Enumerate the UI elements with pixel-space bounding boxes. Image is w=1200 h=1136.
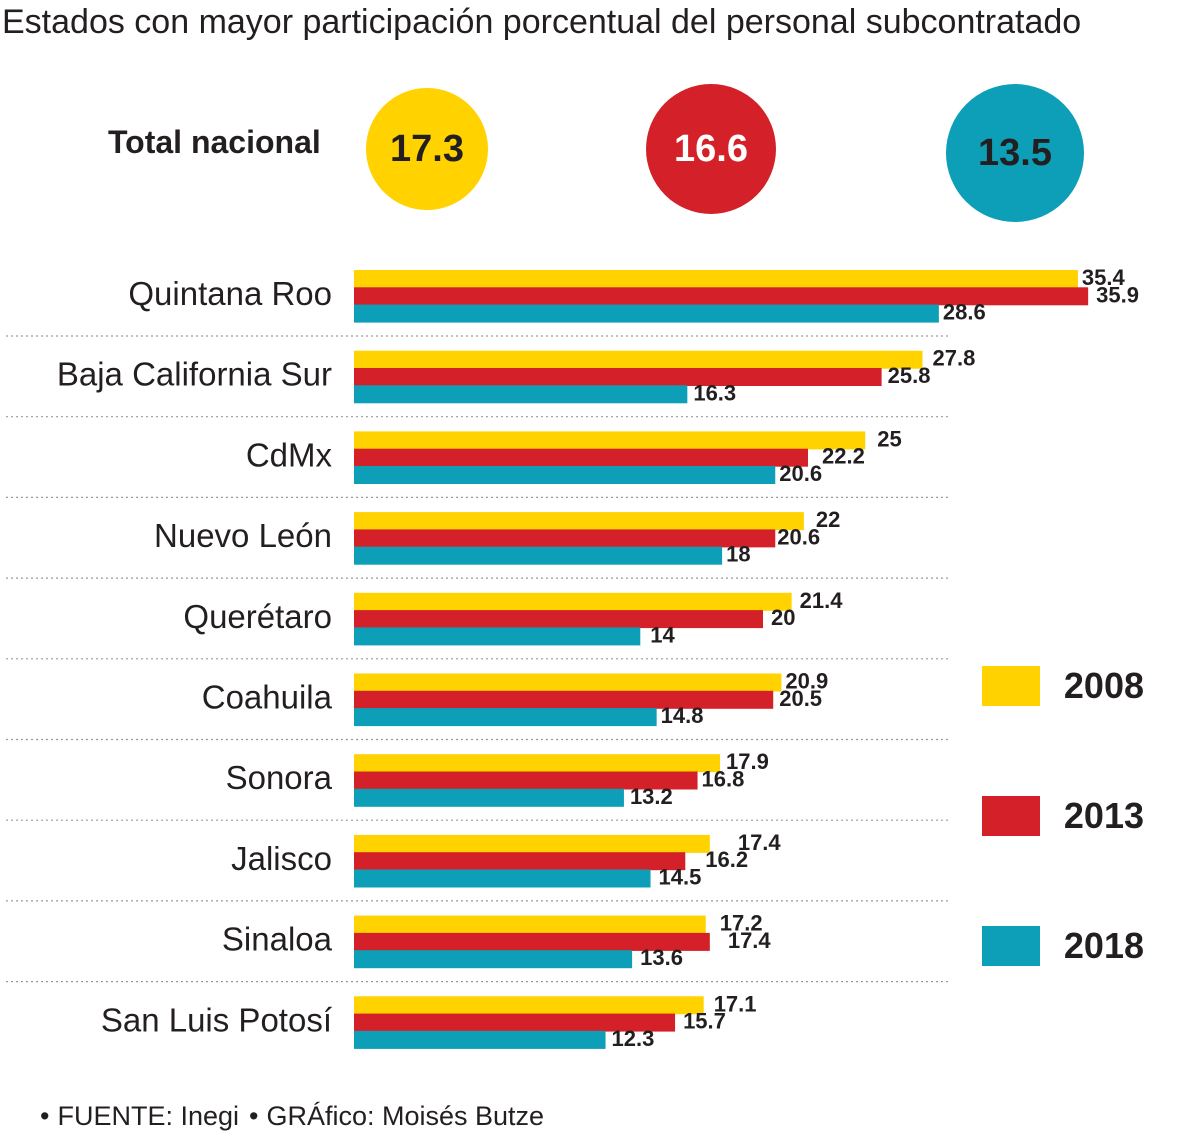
legend-label-2018: 2018: [1064, 925, 1144, 966]
data-label-baja-california-sur-2008: 27.8: [933, 346, 976, 371]
credit-text: GRÁfico: Moisés Butze: [266, 1101, 545, 1131]
data-label-cdmx-2018: 20.6: [779, 461, 822, 486]
data-label-coahuila-2008: 20.9: [785, 669, 828, 694]
bar-nuevo-leon-2013: [354, 529, 776, 548]
bar-queretaro-2013: [354, 610, 763, 629]
bar-baja-california-sur-2013: [354, 368, 882, 386]
data-label-san-luis-potosi-2018: 12.3: [612, 1026, 655, 1051]
total-2013-circle: 16.6: [646, 84, 776, 214]
bar-san-luis-potosi-2008: [354, 996, 704, 1015]
bullet-2: •: [249, 1101, 259, 1131]
data-label-queretaro-2008: 21.4: [800, 588, 844, 613]
data-label-sonora-2018: 13.2: [630, 784, 673, 809]
category-label-baja-california-sur: Baja California Sur: [57, 356, 332, 393]
legend-swatch-2018: [982, 926, 1040, 966]
category-label-quintana-roo: Quintana Roo: [128, 275, 332, 312]
data-label-jalisco-2008: 17.4: [738, 830, 782, 855]
bar-queretaro-2018: [354, 627, 641, 646]
data-label-nuevo-leon-2008: 22: [816, 507, 840, 532]
bar-cdmx-2018: [354, 466, 776, 484]
data-label-baja-california-sur-2018: 16.3: [693, 380, 736, 405]
bar-cdmx-2013: [354, 448, 808, 467]
bar-coahuila-2018: [354, 708, 657, 727]
category-label-cdmx: CdMx: [246, 436, 333, 473]
legend-label-2013: 2013: [1064, 795, 1144, 836]
source-text: FUENTE: Inegi: [57, 1101, 240, 1131]
category-label-san-luis-potosi: San Luis Potosí: [101, 1001, 332, 1038]
bar-nuevo-leon-2008: [354, 512, 804, 531]
data-label-san-luis-potosi-2013: 15.7: [683, 1009, 726, 1034]
totals-label: Total nacional: [108, 124, 321, 160]
category-label-sonora: Sonora: [226, 759, 333, 796]
total-2018-value: 13.5: [978, 131, 1052, 174]
chart-title: Estados con mayor participación porcentu…: [2, 3, 1082, 41]
bar-sonora-2018: [354, 788, 624, 807]
total-2008-value: 17.3: [390, 127, 464, 170]
data-label-sinaloa-2008: 17.2: [720, 911, 763, 936]
data-label-baja-california-sur-2013: 25.8: [888, 363, 931, 388]
legend-swatch-2013: [982, 796, 1040, 836]
total-2013-value: 16.6: [674, 127, 748, 170]
bullet-1: •: [40, 1101, 50, 1131]
bar-sonora-2013: [354, 771, 698, 790]
bar-jalisco-2013: [354, 852, 686, 871]
bar-coahuila-2013: [354, 690, 774, 709]
bar-nuevo-leon-2018: [354, 546, 723, 565]
total-2008-circle: 17.3: [366, 88, 488, 210]
bar-cdmx-2008: [354, 431, 866, 450]
bar-san-luis-potosi-2018: [354, 1030, 606, 1049]
bar-queretaro-2008: [354, 592, 792, 611]
legend-swatch-2008: [982, 666, 1040, 706]
category-label-coahuila: Coahuila: [202, 679, 333, 716]
bar-sinaloa-2013: [354, 932, 710, 951]
bar-baja-california-sur-2018: [354, 385, 688, 404]
data-label-cdmx-2008: 25: [877, 426, 901, 451]
data-label-sinaloa-2013: 17.4: [728, 928, 772, 953]
data-label-sonora-2013: 16.8: [702, 767, 745, 792]
data-label-sinaloa-2018: 13.6: [640, 945, 683, 970]
bar-quintana-roo-2013: [354, 287, 1089, 306]
bar-jalisco-2018: [354, 869, 651, 888]
source-line: • FUENTE: Inegi • GRÁfico: Moisés Butze: [40, 1098, 544, 1134]
data-label-coahuila-2018: 14.8: [661, 703, 704, 728]
category-label-sinaloa: Sinaloa: [222, 921, 333, 958]
data-label-quintana-roo-2008: 35.4: [1082, 265, 1126, 290]
data-label-sonora-2008: 17.9: [726, 749, 769, 774]
bar-sonora-2008: [354, 754, 721, 773]
bar-sinaloa-2008: [354, 915, 706, 934]
category-label-queretaro: Querétaro: [183, 598, 332, 635]
bar-quintana-roo-2018: [354, 304, 939, 323]
data-label-nuevo-leon-2013: 20.6: [777, 524, 820, 549]
data-label-coahuila-2013: 20.5: [779, 686, 822, 711]
data-label-jalisco-2018: 14.5: [659, 865, 702, 890]
data-label-queretaro-2013: 20: [771, 605, 795, 630]
total-2018-circle: 13.5: [946, 84, 1084, 222]
bar-quintana-roo-2008: [354, 270, 1078, 288]
category-label-nuevo-leon: Nuevo León: [154, 517, 332, 554]
data-label-quintana-roo-2013: 35.9: [1096, 282, 1139, 307]
bar-coahuila-2008: [354, 673, 782, 692]
data-label-san-luis-potosi-2008: 17.1: [714, 991, 757, 1016]
data-label-jalisco-2013: 16.2: [705, 847, 748, 872]
legend-label-2008: 2008: [1064, 665, 1144, 706]
bar-sinaloa-2018: [354, 950, 633, 969]
bar-san-luis-potosi-2013: [354, 1013, 676, 1032]
bar-jalisco-2008: [354, 834, 710, 853]
data-label-nuevo-leon-2018: 18: [726, 542, 750, 567]
data-label-cdmx-2013: 22.2: [822, 444, 865, 469]
category-label-jalisco: Jalisco: [231, 840, 332, 877]
bar-baja-california-sur-2008: [354, 350, 923, 369]
data-label-quintana-roo-2018: 28.6: [943, 300, 986, 325]
data-label-queretaro-2018: 14: [650, 622, 675, 647]
